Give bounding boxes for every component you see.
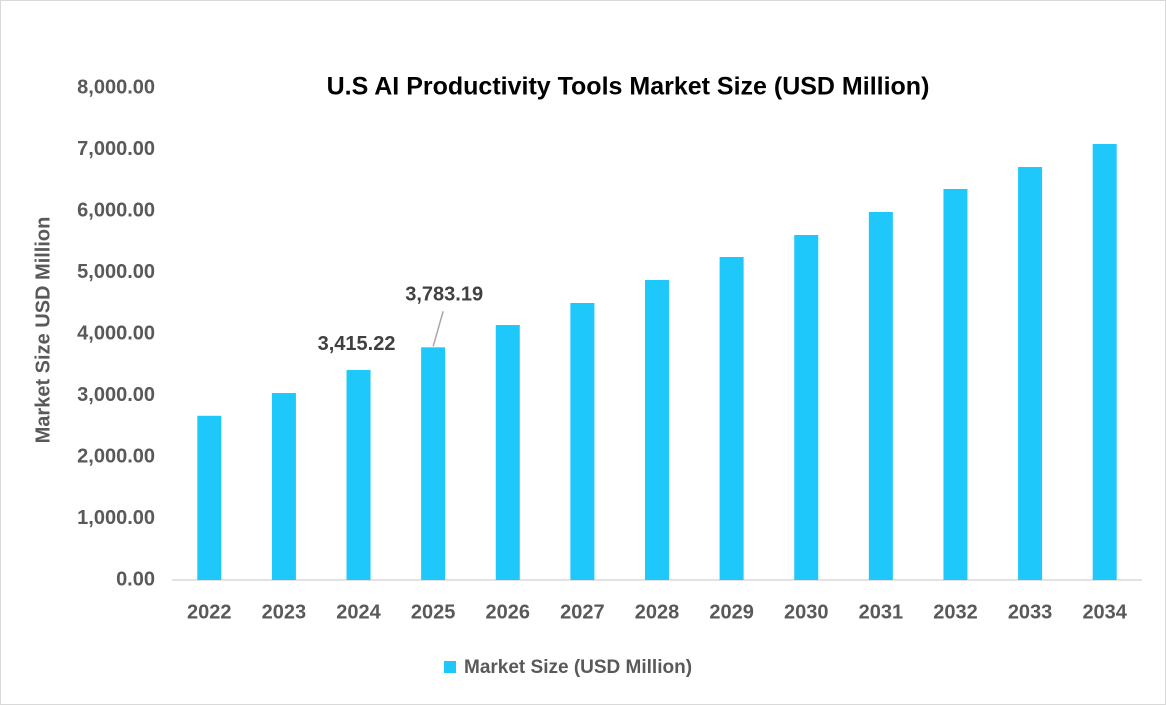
- data-label: 3,783.19: [405, 284, 483, 306]
- x-tick-label: 2027: [560, 601, 605, 623]
- bar: [346, 369, 371, 580]
- bar: [570, 303, 595, 580]
- legend-label: Market Size (USD Million): [464, 657, 692, 678]
- y-tick-label: 8,000.00: [77, 76, 155, 98]
- x-tick-label: 2033: [1008, 601, 1053, 623]
- y-tick-label: 0.00: [116, 568, 155, 590]
- legend-swatch: [444, 661, 456, 673]
- bar: [943, 188, 968, 580]
- bar: [1092, 144, 1117, 581]
- x-tick-label: 2029: [709, 601, 754, 623]
- data-label: 3,415.22: [318, 333, 396, 355]
- leader-line: [432, 311, 444, 347]
- x-tick-label: 2025: [411, 601, 456, 623]
- chart-title: U.S AI Productivity Tools Market Size (U…: [327, 73, 930, 101]
- x-tick-label: 2022: [187, 601, 232, 623]
- y-tick-label: 7,000.00: [77, 138, 155, 160]
- bar: [197, 415, 222, 580]
- bar: [1018, 167, 1043, 580]
- y-tick-label: 2,000.00: [77, 445, 155, 467]
- bar: [794, 234, 819, 581]
- y-axis-title: Market Size USD Million: [32, 217, 54, 444]
- x-tick-label: 2024: [336, 601, 381, 623]
- x-tick-label: 2032: [933, 601, 978, 623]
- x-tick-label: 2031: [859, 601, 904, 623]
- x-tick-label: 2028: [635, 601, 680, 623]
- y-tick-label: 3,000.00: [77, 384, 155, 406]
- y-tick-label: 5,000.00: [77, 261, 155, 283]
- bar: [645, 280, 669, 580]
- bar: [421, 347, 446, 580]
- x-tick-label: 2030: [784, 601, 829, 623]
- x-tick-label: 2026: [486, 601, 531, 623]
- y-tick-label: 6,000.00: [77, 199, 155, 221]
- y-tick-label: 1,000.00: [77, 507, 155, 529]
- bar: [495, 325, 520, 580]
- bar: [719, 257, 744, 580]
- x-tick-label: 2023: [262, 601, 307, 623]
- bar: [868, 211, 893, 580]
- y-tick-label: 4,000.00: [77, 322, 155, 344]
- bar: [271, 393, 296, 580]
- x-tick-label: 2034: [1082, 601, 1127, 623]
